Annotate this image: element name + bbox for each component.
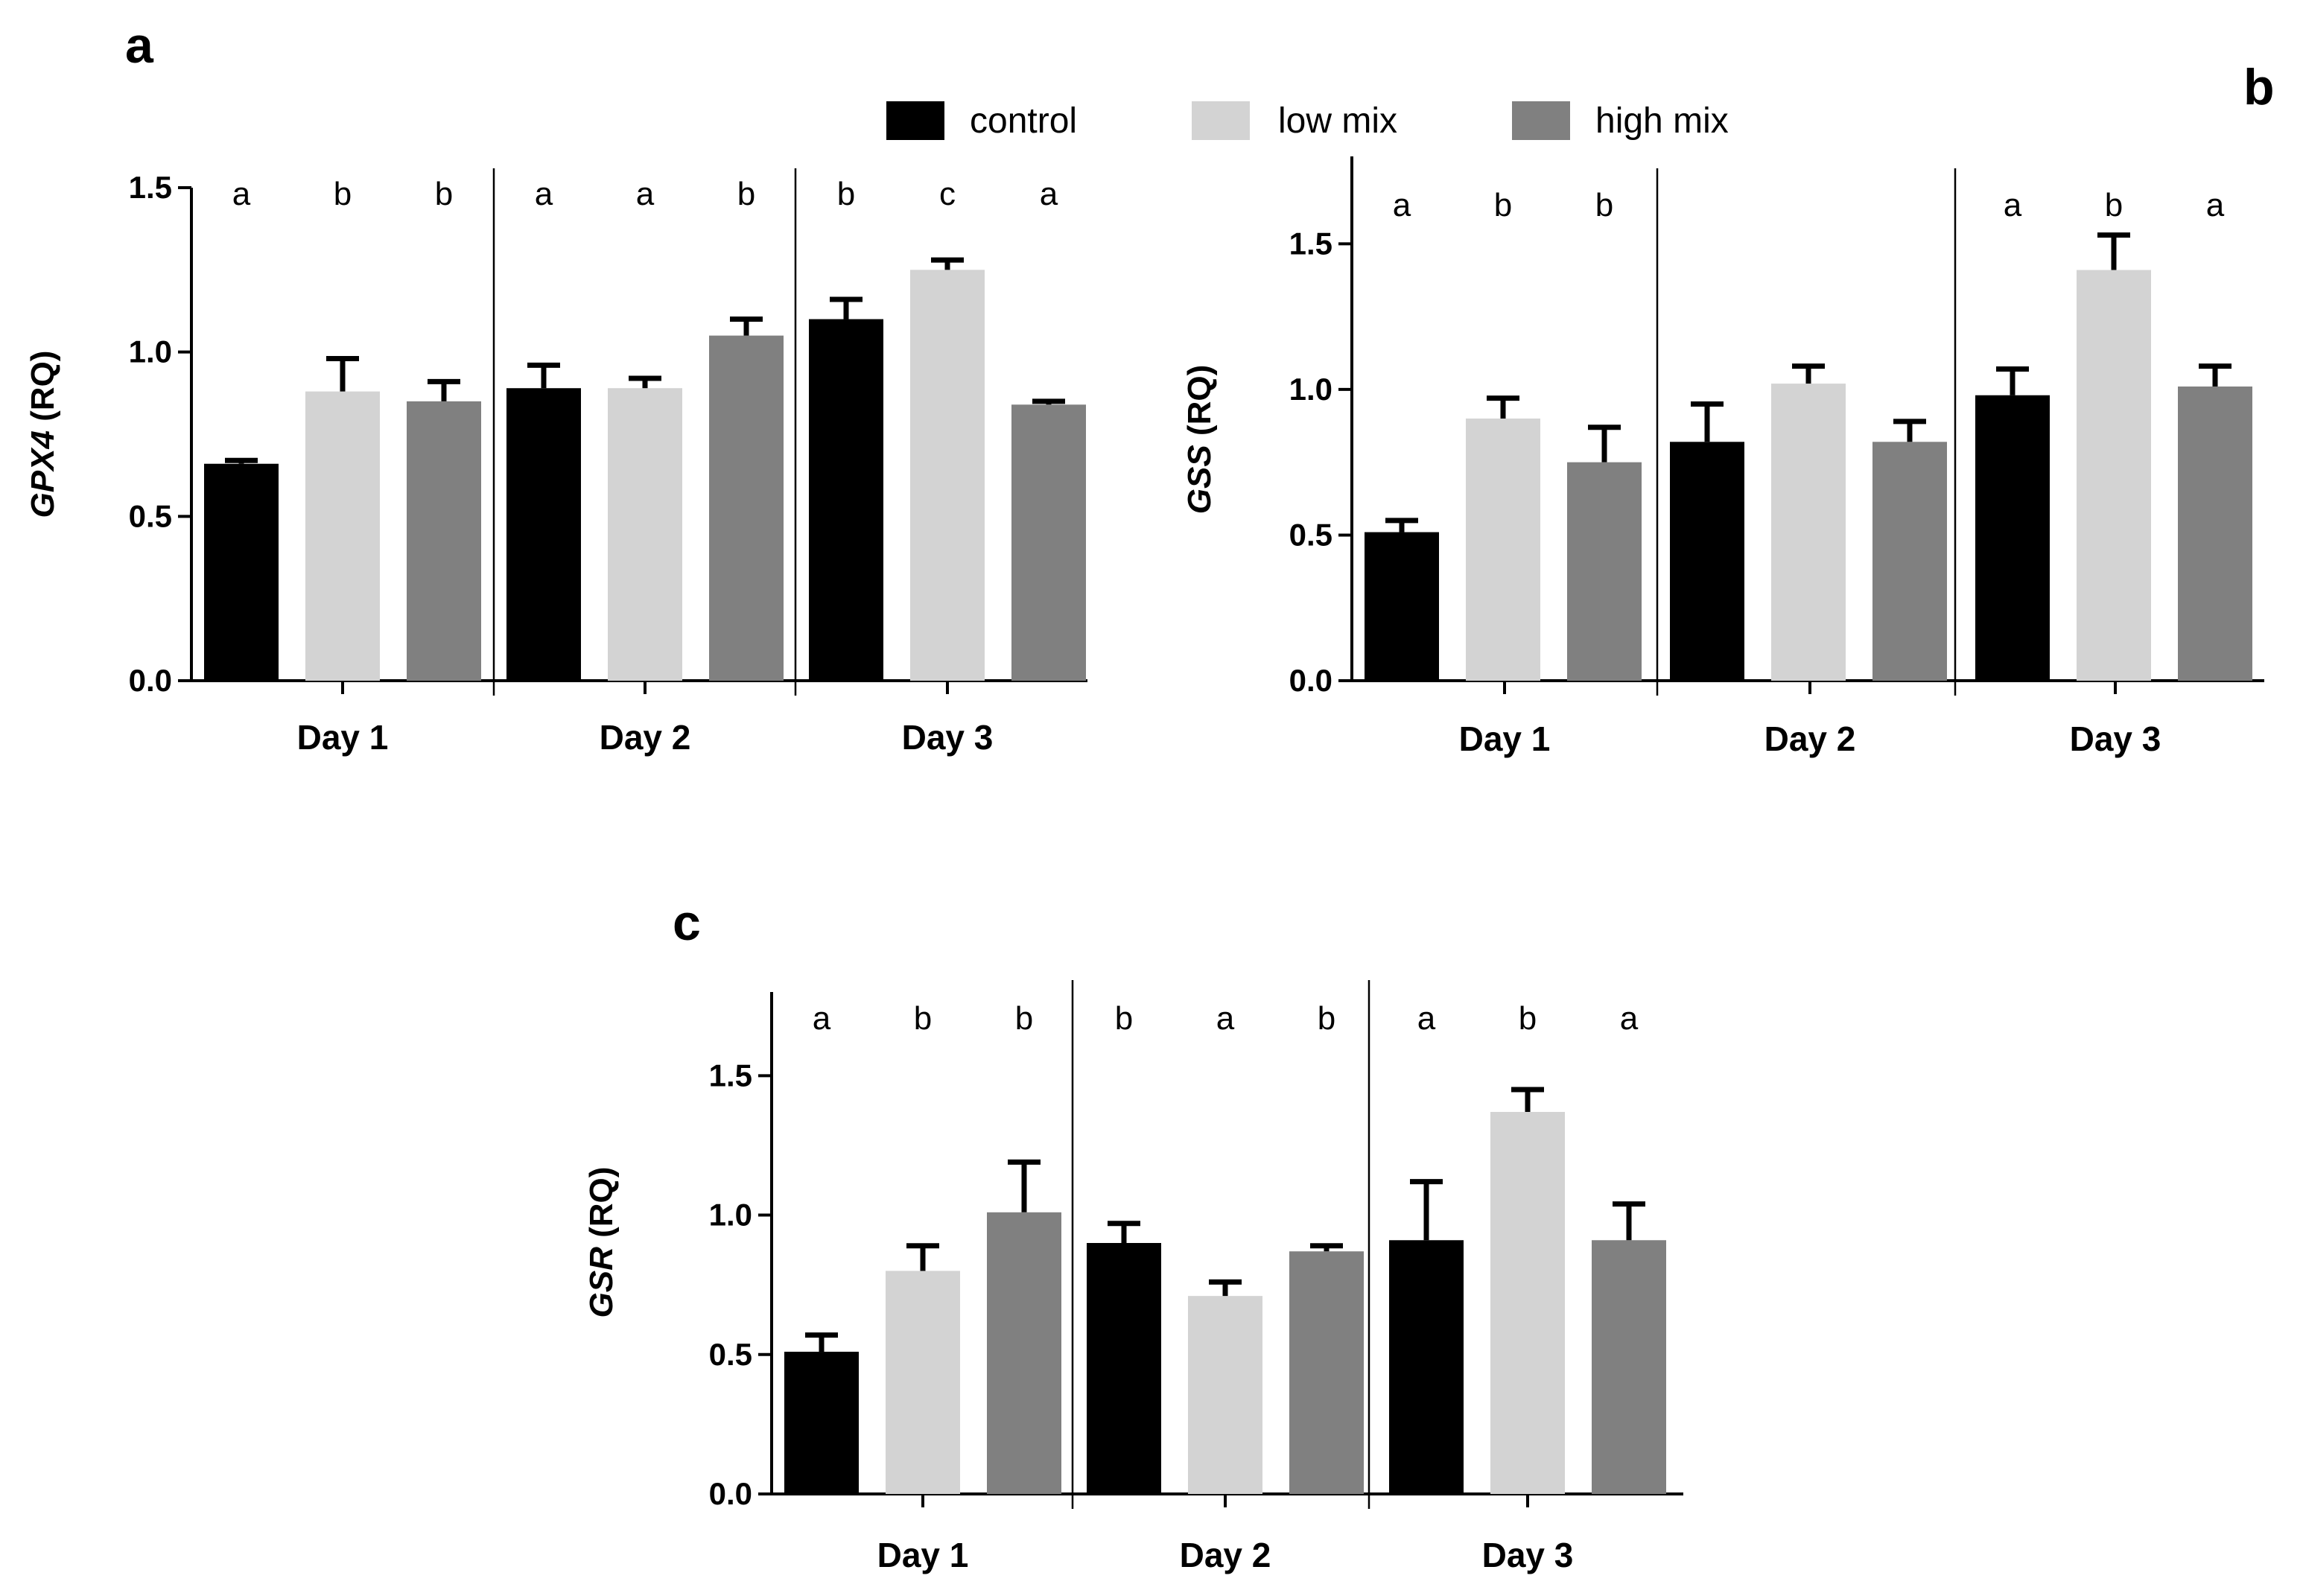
bar-high-mix: [1011, 404, 1086, 681]
y-tick-label: 1.0: [709, 1198, 752, 1233]
legend-label: high mix: [1595, 101, 1729, 141]
y-tick-label: 0.0: [1289, 663, 1332, 698]
bar-high-mix: [1289, 1251, 1364, 1494]
x-tick-label: Day 2: [600, 718, 691, 757]
legend-swatch: [1512, 101, 1570, 140]
y-axis-unit: (RQ): [1181, 365, 1218, 445]
y-tick-label: 1.0: [1289, 372, 1332, 407]
significance-letter: b: [1318, 1000, 1335, 1037]
bar-high-mix: [407, 401, 481, 681]
y-axis-gene-name: GSS: [1181, 445, 1218, 514]
panel-a: a GPX4 (RQ) 0.0 0.5 1.0 1.5 a b b Day 1 a a b Day 2 b c…: [25, 17, 1087, 757]
significance-letter: c: [939, 176, 956, 212]
significance-letter: b: [334, 176, 352, 212]
y-axis-unit: (RQ): [25, 351, 61, 431]
significance-letter: a: [1216, 1000, 1235, 1037]
x-tick-label: Day 1: [877, 1536, 969, 1574]
bar-control: [204, 463, 279, 681]
significance-letter: b: [837, 176, 855, 212]
bar-low-mix: [1466, 419, 1540, 681]
y-axis-gene-name: GSR: [583, 1247, 620, 1318]
legend-swatch: [1192, 101, 1250, 140]
bar-control: [1389, 1240, 1464, 1494]
legend-item-control: control: [886, 101, 1077, 141]
bar-low-mix: [2077, 270, 2151, 681]
significance-letter: b: [914, 1000, 932, 1037]
bar-high-mix: [1872, 442, 1947, 681]
bar-high-mix: [987, 1212, 1061, 1494]
bar-control: [1087, 1243, 1161, 1494]
legend-item-high-mix: high mix: [1512, 101, 1729, 141]
y-tick-label: 1.5: [1289, 226, 1332, 261]
bar-low-mix: [910, 270, 985, 681]
y-tick-label: 0.0: [129, 663, 172, 698]
significance-letter: a: [535, 176, 553, 212]
significance-letter: b: [1015, 1000, 1033, 1037]
significance-letter: b: [2105, 187, 2123, 223]
significance-letter: b: [1494, 187, 1512, 223]
bar-control: [506, 388, 581, 681]
significance-letter: a: [1620, 1000, 1639, 1037]
bar-control: [809, 319, 883, 681]
panel-letter: c: [673, 894, 701, 951]
y-axis-label: GPX4 (RQ): [25, 351, 61, 518]
y-axis-label: GSR (RQ): [583, 1167, 620, 1318]
y-tick-label: 0.5: [709, 1337, 752, 1372]
bar-high-mix: [1567, 462, 1642, 681]
bar-control: [784, 1352, 859, 1494]
bar-low-mix: [1188, 1296, 1262, 1494]
x-tick-label: Day 1: [1459, 719, 1551, 758]
bar-high-mix: [1592, 1240, 1666, 1494]
legend: control low mix high mix: [886, 101, 1729, 141]
bar-high-mix: [2178, 386, 2252, 681]
significance-letter: b: [737, 176, 755, 212]
bar-control: [1975, 395, 2050, 681]
y-axis-label: GSS (RQ): [1181, 365, 1218, 514]
significance-letter: b: [1115, 1000, 1133, 1037]
y-tick-label: 1.5: [709, 1058, 752, 1093]
bar-low-mix: [1490, 1112, 1565, 1494]
bar-low-mix: [886, 1271, 960, 1494]
y-tick-label: 0.0: [709, 1476, 752, 1511]
y-tick-label: 1.0: [129, 334, 172, 369]
significance-letter: b: [435, 176, 453, 212]
significance-letter: b: [1519, 1000, 1537, 1037]
legend-swatch: [886, 101, 944, 140]
x-tick-label: Day 1: [297, 718, 389, 757]
bar-control: [1670, 442, 1744, 681]
y-tick-label: 0.5: [1289, 517, 1332, 552]
bar-low-mix: [608, 388, 682, 681]
legend-item-low-mix: low mix: [1192, 101, 1397, 141]
x-tick-label: Day 3: [1482, 1536, 1574, 1574]
significance-letter: a: [2004, 187, 2022, 223]
x-tick-label: Day 3: [902, 718, 994, 757]
significance-letter: a: [636, 176, 655, 212]
y-tick-label: 0.5: [129, 498, 172, 533]
significance-letter: a: [1417, 1000, 1436, 1037]
y-axis-gene-name: GPX4: [25, 430, 61, 518]
y-axis-unit: (RQ): [583, 1167, 620, 1247]
x-tick-label: Day 3: [2070, 719, 2161, 758]
significance-letter: a: [813, 1000, 831, 1037]
y-tick-label: 1.5: [129, 170, 172, 205]
panel-letter: a: [125, 17, 154, 74]
bar-low-mix: [1771, 384, 1846, 681]
bar-low-mix: [305, 391, 380, 681]
x-tick-label: Day 2: [1764, 719, 1856, 758]
panel-b: b GSS (RQ) 0.0 0.5 1.0 1.5 a b b Day 1 Day 2 a b a Day…: [1181, 59, 2275, 758]
significance-letter: a: [232, 176, 251, 212]
significance-letter: a: [1393, 187, 1411, 223]
legend-label: low mix: [1278, 101, 1397, 141]
legend-label: control: [970, 101, 1077, 141]
panel-letter: b: [2243, 59, 2275, 115]
significance-letter: a: [1040, 176, 1058, 212]
significance-letter: a: [2206, 187, 2225, 223]
bar-high-mix: [709, 335, 784, 681]
panel-c: c GSR (RQ) 0.0 0.5 1.0 1.5 a b b Day 1 b a b Day 2 a b a…: [583, 894, 1683, 1574]
bar-control: [1365, 532, 1439, 681]
significance-letter: b: [1595, 187, 1613, 223]
x-tick-label: Day 2: [1180, 1536, 1271, 1574]
